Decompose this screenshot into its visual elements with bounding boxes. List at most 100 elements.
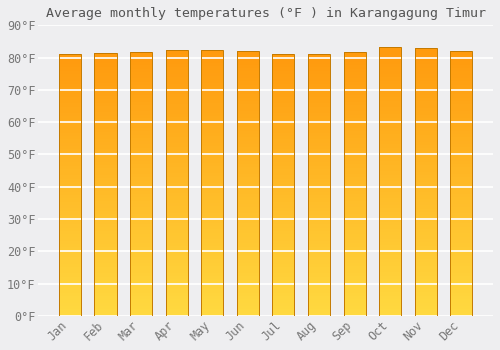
Bar — [344, 250, 365, 253]
Bar — [237, 65, 259, 68]
Bar — [59, 270, 81, 273]
Bar — [379, 155, 401, 158]
Bar — [379, 158, 401, 161]
Bar — [272, 103, 294, 107]
Bar — [450, 58, 472, 61]
Bar — [272, 153, 294, 156]
Bar — [166, 57, 188, 61]
Bar — [237, 144, 259, 147]
Bar — [237, 94, 259, 98]
Bar — [59, 178, 81, 182]
Bar — [201, 73, 224, 76]
Bar — [201, 213, 224, 216]
Bar — [344, 95, 365, 98]
Bar — [450, 170, 472, 174]
Bar — [237, 88, 259, 91]
Bar — [308, 172, 330, 175]
Bar — [414, 128, 437, 132]
Bar — [379, 104, 401, 107]
Bar — [237, 313, 259, 316]
Bar — [379, 212, 401, 215]
Bar — [344, 171, 365, 174]
Bar — [94, 159, 116, 162]
Bar — [166, 74, 188, 77]
Bar — [59, 166, 81, 169]
Bar — [94, 103, 116, 106]
Bar — [130, 201, 152, 204]
Bar — [130, 141, 152, 145]
Bar — [59, 309, 81, 313]
Bar — [237, 220, 259, 223]
Bar — [130, 115, 152, 118]
Bar — [379, 239, 401, 242]
Bar — [201, 103, 224, 106]
Bar — [201, 90, 224, 93]
Bar — [166, 190, 188, 193]
Bar — [344, 289, 365, 293]
Bar — [344, 65, 365, 69]
Bar — [201, 180, 224, 183]
Bar — [272, 74, 294, 77]
Bar — [130, 217, 152, 220]
Bar — [414, 125, 437, 128]
Bar — [414, 94, 437, 98]
Bar — [344, 224, 365, 227]
Bar — [94, 254, 116, 257]
Bar — [308, 136, 330, 139]
Bar — [450, 184, 472, 187]
Bar — [201, 296, 224, 299]
Bar — [308, 143, 330, 146]
Bar — [201, 196, 224, 200]
Bar — [237, 104, 259, 108]
Bar — [59, 74, 81, 77]
Bar — [344, 187, 365, 191]
Bar — [379, 47, 401, 50]
Bar — [450, 84, 472, 88]
Bar — [272, 241, 294, 244]
Bar — [130, 52, 152, 55]
Bar — [450, 303, 472, 306]
Bar — [308, 273, 330, 277]
Bar — [130, 309, 152, 313]
Bar — [344, 197, 365, 201]
Bar — [344, 131, 365, 134]
Bar — [94, 191, 116, 195]
Bar — [130, 276, 152, 280]
Bar — [94, 90, 116, 93]
Bar — [379, 161, 401, 164]
Bar — [272, 123, 294, 126]
Bar — [344, 230, 365, 233]
Bar — [237, 147, 259, 150]
Bar — [166, 173, 188, 177]
Bar — [201, 133, 224, 136]
Bar — [59, 192, 81, 195]
Bar — [450, 200, 472, 204]
Bar — [237, 124, 259, 127]
Bar — [272, 247, 294, 251]
Bar — [272, 283, 294, 287]
Bar — [344, 210, 365, 214]
Bar — [237, 111, 259, 114]
Bar — [130, 72, 152, 75]
Bar — [94, 122, 116, 126]
Bar — [130, 82, 152, 85]
Bar — [272, 182, 294, 185]
Bar — [272, 296, 294, 300]
Bar — [308, 90, 330, 93]
Bar — [201, 70, 224, 73]
Bar — [379, 94, 401, 97]
Bar — [166, 230, 188, 233]
Bar — [272, 68, 294, 71]
Bar — [414, 272, 437, 276]
Bar — [130, 102, 152, 105]
Bar — [379, 215, 401, 218]
Bar — [130, 237, 152, 240]
Bar — [272, 254, 294, 257]
Bar — [130, 280, 152, 283]
Bar — [94, 224, 116, 228]
Bar — [414, 245, 437, 249]
Bar — [130, 174, 152, 177]
Bar — [237, 210, 259, 214]
Bar — [166, 296, 188, 299]
Bar — [272, 58, 294, 61]
